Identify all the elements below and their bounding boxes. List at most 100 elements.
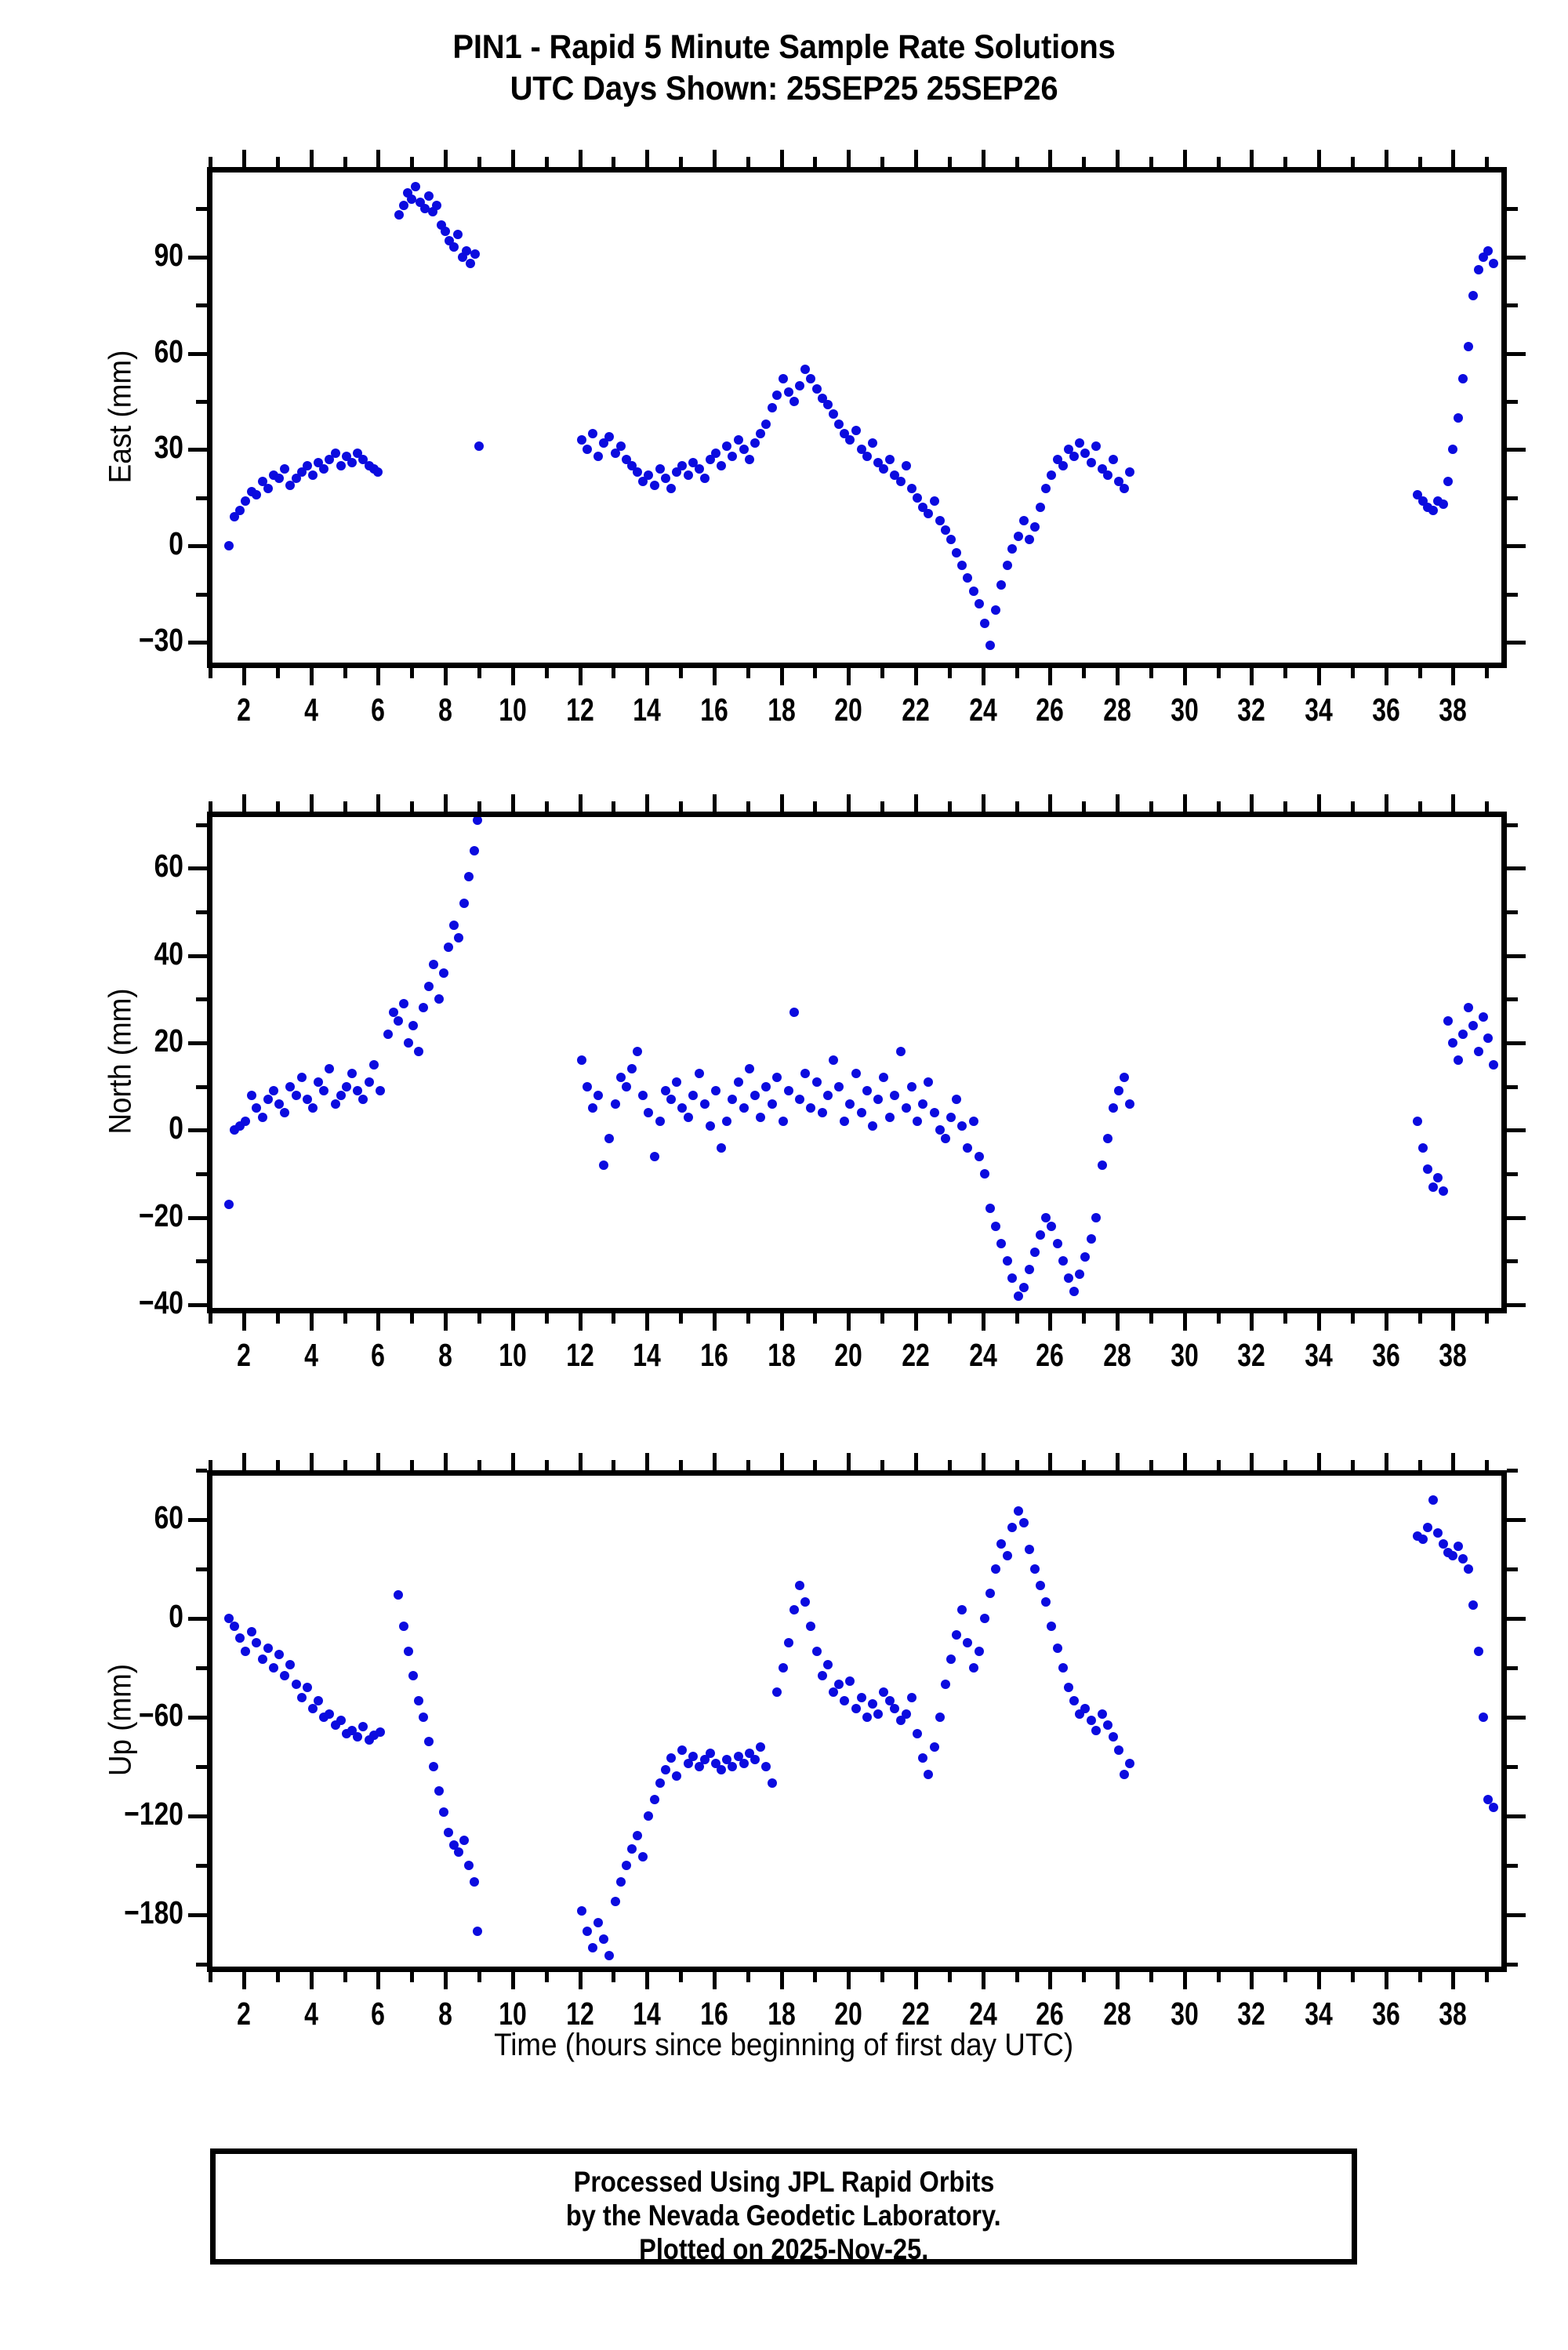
data-point: [1041, 483, 1051, 493]
data-point: [840, 1117, 850, 1127]
data-point: [772, 390, 782, 400]
x-tick-major-top: [981, 150, 985, 167]
data-point: [1058, 460, 1068, 470]
data-point: [268, 1086, 278, 1096]
y-tick-minor: [196, 1764, 207, 1769]
data-point: [1080, 1704, 1091, 1714]
y-axis-tick-label: −40: [138, 1284, 183, 1320]
data-point: [1483, 245, 1494, 256]
data-point: [241, 496, 251, 506]
data-point: [957, 1605, 967, 1615]
x-tick-minor: [1014, 668, 1019, 678]
x-tick-major: [847, 668, 851, 685]
x-tick-minor: [679, 668, 684, 678]
data-point: [1024, 1544, 1034, 1554]
data-point: [230, 512, 240, 522]
data-point: [895, 477, 906, 487]
data-point: [373, 467, 383, 478]
data-point: [974, 599, 984, 609]
x-tick-minor: [343, 1972, 347, 1982]
data-point: [296, 467, 307, 478]
footer-box: Processed Using JPL Rapid Orbits by the …: [210, 2148, 1357, 2265]
y-axis-tick-label: 0: [169, 1597, 183, 1634]
x-tick-minor: [544, 668, 549, 678]
data-point: [694, 1068, 704, 1078]
data-point: [924, 509, 934, 519]
x-tick-minor-top: [544, 801, 549, 812]
x-tick-major-top: [578, 150, 583, 167]
y-tick-major-right: [1507, 1517, 1526, 1522]
data-point: [593, 1918, 604, 1928]
data-point: [705, 1121, 715, 1131]
data-point: [767, 1099, 777, 1109]
data-point: [1063, 1682, 1073, 1692]
data-point: [935, 515, 945, 525]
data-point: [829, 409, 838, 420]
data-point: [644, 470, 654, 481]
data-point: [291, 1090, 301, 1100]
x-tick-minor: [947, 1313, 952, 1324]
data-point: [474, 441, 485, 452]
data-point: [404, 1037, 414, 1048]
data-point: [1036, 1229, 1046, 1240]
data-point: [1428, 506, 1438, 516]
data-point: [375, 1086, 385, 1096]
data-point: [906, 483, 916, 493]
x-axis-tick-label: 30: [1170, 692, 1199, 728]
x-tick-major-top: [779, 1453, 784, 1470]
y-tick-major-right: [1507, 1128, 1526, 1133]
x-tick-minor-top: [746, 1460, 750, 1470]
x-axis-tick-label: 24: [968, 1337, 997, 1373]
data-point: [1463, 1564, 1473, 1574]
data-point: [1438, 499, 1448, 510]
data-point: [733, 435, 743, 445]
x-tick-major: [578, 668, 583, 685]
data-point: [705, 1748, 715, 1758]
data-point: [744, 454, 754, 464]
data-point: [1114, 1745, 1124, 1755]
data-point: [469, 846, 479, 856]
y-tick-minor-right: [1507, 1567, 1518, 1571]
data-point: [717, 460, 727, 470]
y-tick-major: [188, 544, 207, 549]
data-point: [1443, 477, 1454, 487]
data-point: [940, 1134, 950, 1144]
data-point: [851, 1704, 861, 1714]
data-point: [985, 1204, 996, 1214]
data-point: [459, 898, 469, 908]
data-point: [929, 1742, 939, 1752]
data-point: [884, 1695, 895, 1705]
data-point: [940, 1679, 950, 1689]
y-axis-tick-label: 60: [154, 1498, 183, 1535]
data-point: [1047, 470, 1057, 481]
data-point: [1091, 1212, 1102, 1222]
data-point: [615, 1876, 626, 1887]
x-tick-minor-top: [947, 801, 952, 812]
data-point: [851, 425, 861, 435]
x-axis-tick-label: 10: [499, 692, 527, 728]
x-tick-major: [913, 1972, 918, 1989]
data-point: [223, 541, 234, 551]
data-point: [901, 460, 911, 470]
data-point: [851, 1068, 861, 1078]
data-point: [330, 448, 340, 458]
x-axis-tick-label: 22: [902, 692, 930, 728]
data-point: [795, 1580, 805, 1590]
data-point: [1103, 1720, 1113, 1731]
data-point: [1030, 1248, 1040, 1258]
x-tick-minor: [477, 1972, 482, 1982]
data-point: [621, 1081, 631, 1091]
data-point: [274, 1650, 285, 1660]
data-point: [868, 438, 878, 449]
y-tick-minor: [196, 303, 207, 308]
plot-frame-east: [207, 167, 1507, 668]
data-point: [394, 210, 405, 220]
y-tick-minor-right: [1507, 1171, 1518, 1176]
y-tick-major-right: [1507, 255, 1526, 260]
data-point: [649, 1151, 659, 1161]
data-point: [890, 1704, 900, 1714]
data-point: [996, 1539, 1007, 1549]
data-point: [1063, 1273, 1073, 1284]
y-axis-title-up: Up (mm): [103, 1663, 138, 1777]
x-tick-minor: [544, 1972, 549, 1982]
